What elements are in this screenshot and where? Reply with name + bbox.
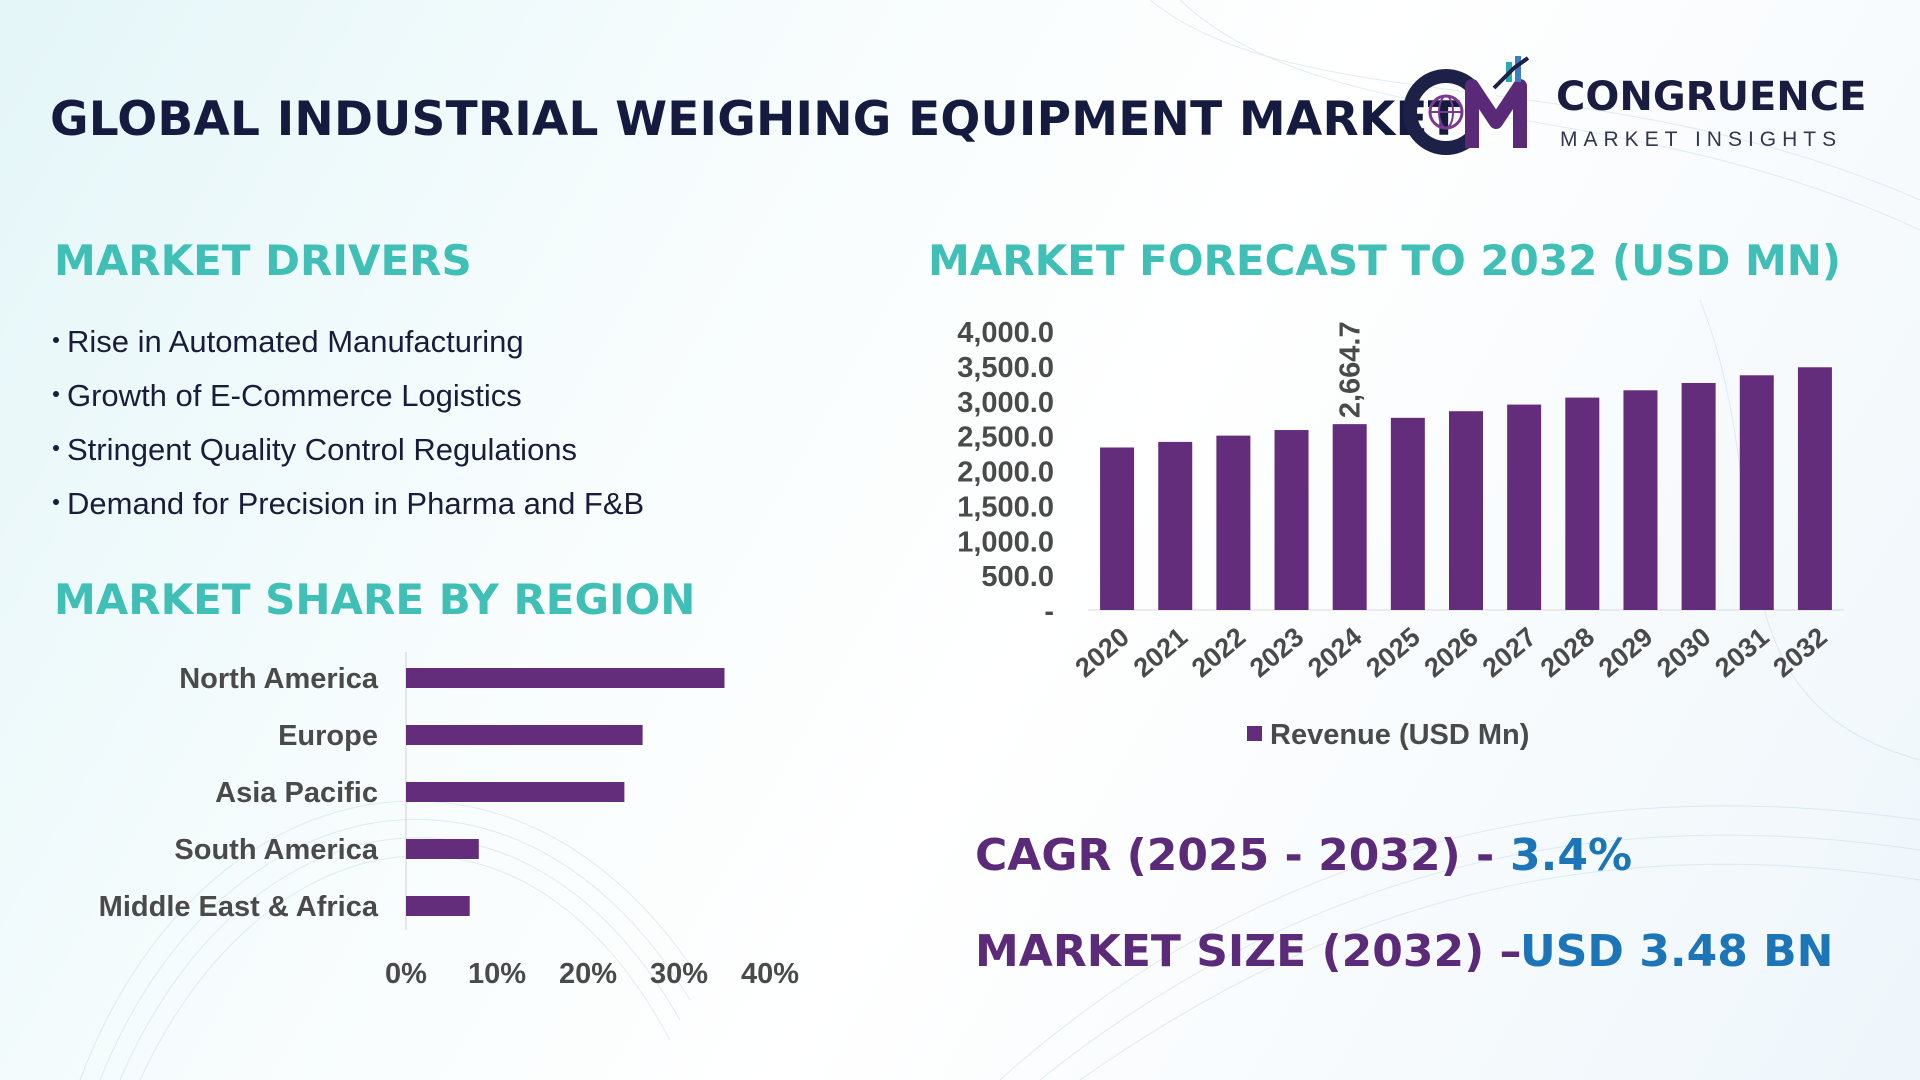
market-size-value: USD 3.48 BN xyxy=(1520,926,1834,977)
forecast-y-tick: 2,000.0 xyxy=(957,457,1054,489)
region-bar xyxy=(406,839,479,859)
market-share-heading: MARKET SHARE BY REGION xyxy=(54,575,696,624)
brand-name: CONGRUENCE xyxy=(1556,74,1867,120)
region-bar xyxy=(406,896,470,916)
forecast-x-tick: 2030 xyxy=(1651,622,1716,684)
forecast-x-tick: 2020 xyxy=(1070,622,1135,684)
driver-item: Rise in Automated Manufacturing xyxy=(50,322,644,376)
forecast-x-tick: 2028 xyxy=(1535,622,1600,684)
forecast-x-tick: 2029 xyxy=(1593,622,1658,684)
forecast-bar xyxy=(1216,435,1251,610)
congruence-logo xyxy=(1403,56,1530,155)
forecast-x-tick: 2032 xyxy=(1767,622,1832,684)
forecast-bar xyxy=(1390,417,1425,610)
forecast-x-tick: 2031 xyxy=(1709,622,1774,684)
forecast-x-tick: 2027 xyxy=(1477,622,1542,684)
cagr-label: CAGR (2025 - 2032) - xyxy=(975,830,1495,881)
driver-item: Growth of E-Commerce Logistics xyxy=(50,376,644,430)
driver-item: Demand for Precision in Pharma and F&B xyxy=(50,484,644,538)
forecast-bar xyxy=(1797,367,1832,610)
region-label: Europe xyxy=(278,720,378,752)
region-label: Asia Pacific xyxy=(215,777,378,809)
market-drivers-heading: MARKET DRIVERS xyxy=(54,236,472,285)
forecast-bar xyxy=(1565,397,1600,610)
region-label: Middle East & Africa xyxy=(99,891,379,923)
legend-swatch xyxy=(1247,726,1262,741)
forecast-bar xyxy=(1681,382,1716,610)
forecast-x-tick: 2024 xyxy=(1302,622,1367,684)
forecast-y-tick: - xyxy=(1044,596,1054,628)
forecast-x-tick: 2022 xyxy=(1186,622,1251,684)
forecast-bar xyxy=(1100,447,1135,610)
forecast-bar xyxy=(1158,441,1193,610)
forecast-x-tick: 2023 xyxy=(1244,622,1309,684)
market-forecast-heading: MARKET FORECAST TO 2032 (USD MN) xyxy=(928,236,1842,285)
forecast-x-tick: 2025 xyxy=(1360,622,1425,684)
forecast-x-tick: 2021 xyxy=(1128,622,1193,684)
region-x-tick: 40% xyxy=(741,958,799,990)
forecast-bar xyxy=(1332,424,1367,610)
bullet-icon xyxy=(53,445,59,452)
forecast-y-tick: 2,500.0 xyxy=(957,422,1054,454)
bullet-icon xyxy=(53,391,59,398)
driver-text: Demand for Precision in Pharma and F&B xyxy=(67,486,645,521)
region-bar xyxy=(406,725,643,745)
page-title: GLOBAL INDUSTRIAL WEIGHING EQUIPMENT MAR… xyxy=(50,92,1461,147)
forecast-y-tick: 1,000.0 xyxy=(957,526,1054,558)
region-label: North America xyxy=(179,663,379,695)
market-size-label: MARKET SIZE (2032) – xyxy=(975,926,1522,977)
forecast-bar xyxy=(1623,390,1658,610)
bullet-icon xyxy=(53,499,59,506)
region-label: South America xyxy=(174,834,378,866)
bullet-icon xyxy=(53,337,59,344)
driver-item: Stringent Quality Control Regulations xyxy=(50,430,644,484)
region-x-tick: 10% xyxy=(468,958,526,990)
forecast-bar xyxy=(1507,404,1542,610)
market-drivers-list: Rise in Automated Manufacturing Growth o… xyxy=(50,322,644,538)
forecast-x-tick: 2026 xyxy=(1419,622,1484,684)
legend-label: Revenue (USD Mn) xyxy=(1270,719,1529,751)
driver-text: Stringent Quality Control Regulations xyxy=(67,432,578,467)
cagr-value: 3.4% xyxy=(1510,830,1633,881)
forecast-y-tick: 4,000.0 xyxy=(957,317,1054,349)
region-x-tick: 0% xyxy=(385,958,427,990)
forecast-y-tick: 500.0 xyxy=(981,561,1054,593)
driver-text: Rise in Automated Manufacturing xyxy=(67,324,524,359)
forecast-bar xyxy=(1739,375,1774,610)
brand-subtitle: MARKET INSIGHTS xyxy=(1560,128,1843,151)
region-x-tick: 30% xyxy=(650,958,708,990)
forecast-data-label: 2,664.7 xyxy=(1335,321,1367,418)
forecast-bar xyxy=(1449,411,1483,610)
region-bar xyxy=(406,668,725,688)
region-x-tick: 20% xyxy=(559,958,617,990)
forecast-bar xyxy=(1274,430,1309,610)
region-bar xyxy=(406,782,625,802)
forecast-y-tick: 1,500.0 xyxy=(957,491,1054,523)
driver-text: Growth of E-Commerce Logistics xyxy=(67,378,522,413)
forecast-y-tick: 3,500.0 xyxy=(957,352,1054,384)
forecast-y-tick: 3,000.0 xyxy=(957,387,1054,419)
